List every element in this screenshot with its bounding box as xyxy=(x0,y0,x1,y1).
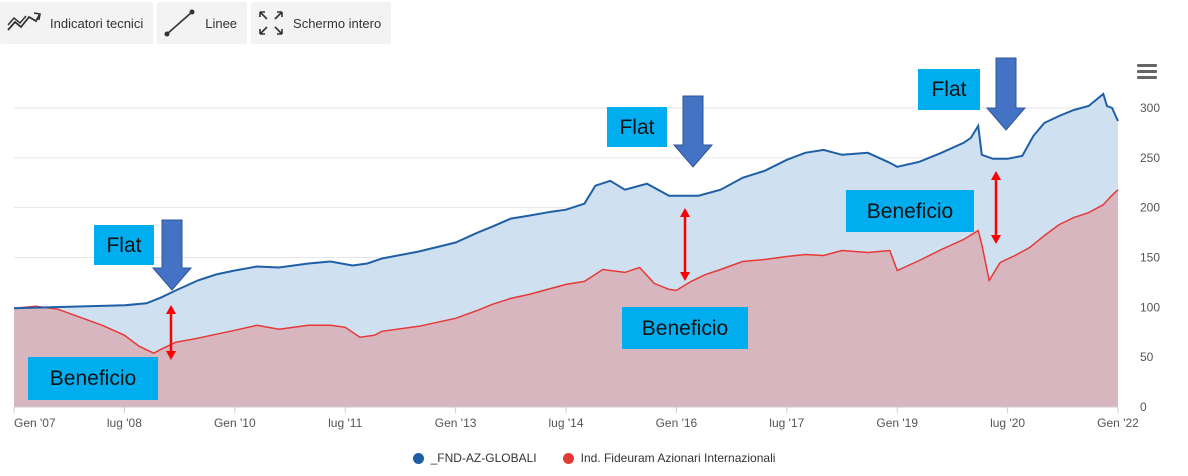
blue-arrow-flat-2 xyxy=(672,95,714,168)
legend-dot-index xyxy=(562,452,574,464)
red-arrow-head-down xyxy=(991,235,1001,244)
y-tick-label: 0 xyxy=(1140,400,1147,414)
legend-dot-fund xyxy=(412,452,424,464)
red-arrow-beneficio-1 xyxy=(166,305,176,360)
chart-toolbar: Indicatori tecnici Linee Schermo intero xyxy=(0,2,392,44)
line-tool-icon xyxy=(164,9,195,37)
chart-menu-icon[interactable] xyxy=(1137,64,1157,80)
x-tick-label: lug '11 xyxy=(328,416,362,430)
red-arrow-head-up xyxy=(991,171,1001,180)
x-tick-label: Gen '19 xyxy=(876,416,918,430)
lines-label: Linee xyxy=(205,15,238,31)
y-tick-label: 100 xyxy=(1140,300,1160,314)
lines-button[interactable]: Linee xyxy=(157,2,248,44)
indicators-button[interactable]: Indicatori tecnici xyxy=(0,2,154,44)
x-tick-label: lug '08 xyxy=(107,416,142,430)
y-tick-label: 300 xyxy=(1140,101,1160,115)
x-tick-label: Gen '07 xyxy=(14,416,56,430)
indicators-label: Indicatori tecnici xyxy=(50,15,144,31)
x-tick-label: Gen '22 xyxy=(1097,416,1139,430)
red-arrow-head-down xyxy=(166,351,176,360)
y-tick-label: 200 xyxy=(1140,201,1160,215)
chart-legend: _FND-AZ-GLOBALI Ind. Fideuram Azionari I… xyxy=(0,448,1188,468)
fullscreen-icon xyxy=(259,11,283,35)
fullscreen-button[interactable]: Schermo intero xyxy=(251,2,392,44)
x-tick-label: Gen '13 xyxy=(435,416,477,430)
x-tick-label: lug '17 xyxy=(769,416,804,430)
red-arrow-head-up xyxy=(680,208,690,217)
x-tick-label: lug '20 xyxy=(990,416,1025,430)
blue-arrow-flat-1 xyxy=(151,219,193,291)
legend-label-fund: _FND-AZ-GLOBALI xyxy=(430,451,537,465)
x-tick-label: Gen '10 xyxy=(214,416,256,430)
area-index xyxy=(14,189,1118,407)
flat-callout-2: Flat xyxy=(607,107,667,147)
blue-arrow-flat-3 xyxy=(985,57,1027,131)
legend-item-index[interactable]: Ind. Fideuram Azionari Internazionali xyxy=(562,448,776,468)
flat-callout-3: Flat xyxy=(918,69,980,110)
indicators-icon xyxy=(7,12,41,31)
x-tick-label: Gen '16 xyxy=(656,416,698,430)
red-arrow-beneficio-3 xyxy=(991,171,1001,244)
line-fund xyxy=(13,92,1119,310)
line-index xyxy=(13,189,1119,355)
legend-item-fund[interactable]: _FND-AZ-GLOBALI xyxy=(412,448,537,468)
legend-label-index: Ind. Fideuram Azionari Internazionali xyxy=(580,451,776,465)
red-arrow-head-up xyxy=(166,305,176,314)
flat-callout-1: Flat xyxy=(94,225,154,265)
x-tick-label: lug '14 xyxy=(549,416,584,430)
fullscreen-label: Schermo intero xyxy=(293,15,382,31)
red-arrow-beneficio-2 xyxy=(680,208,690,281)
y-tick-label: 250 xyxy=(1140,151,1160,165)
beneficio-callout-2: Beneficio xyxy=(622,307,748,349)
y-tick-label: 50 xyxy=(1140,350,1154,364)
beneficio-callout-1: Beneficio xyxy=(28,357,158,400)
red-arrow-head-down xyxy=(680,272,690,281)
beneficio-callout-3: Beneficio xyxy=(846,190,974,232)
y-tick-label: 150 xyxy=(1140,251,1160,265)
